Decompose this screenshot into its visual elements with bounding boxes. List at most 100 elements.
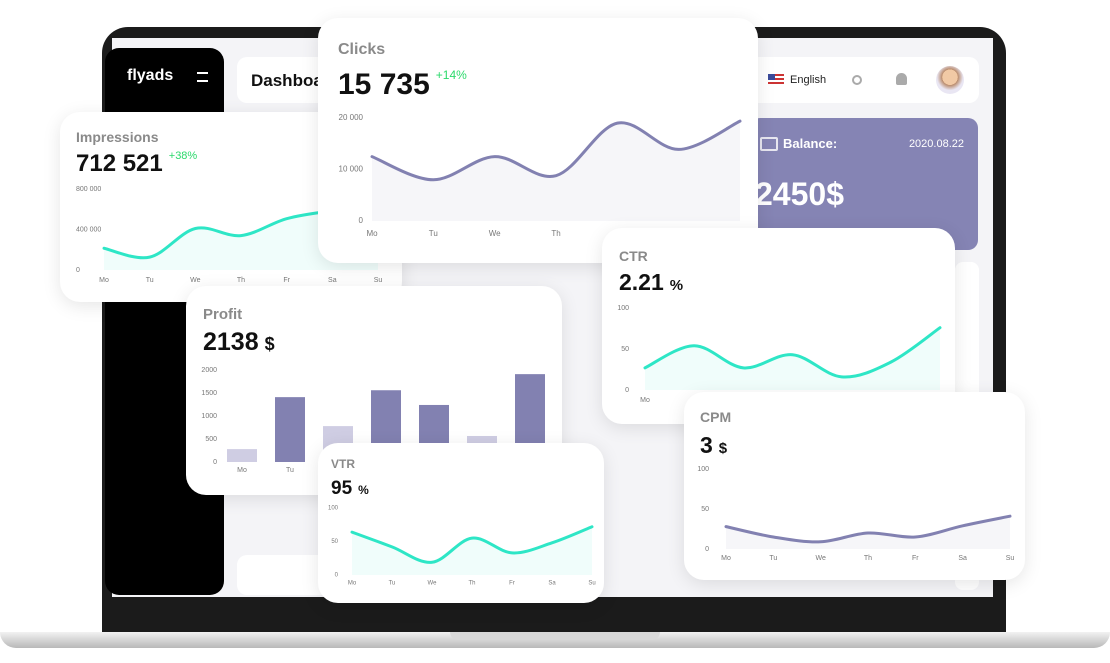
x-tick-label: Mo [721,555,731,562]
x-tick-label: We [815,555,825,562]
area-fill [352,526,592,575]
y-tick-label: 0 [625,387,629,394]
menu-icon[interactable] [197,72,208,82]
line [724,514,1012,544]
balance-icon [760,137,778,151]
y-tick-label: 50 [701,506,709,513]
y-tick-label: 0 [76,267,80,274]
metric-change: +38% [168,150,198,162]
card-title: Impressions [76,129,159,145]
x-tick-label: Sa [958,555,967,562]
x-tick-label: We [489,229,501,238]
metric-unit: % [669,277,684,294]
y-tick-label: 50 [331,539,338,545]
value-row: 15 735 +14% [338,68,467,102]
value-row: 712 521 +38% [76,150,197,178]
value-row: 3 $ [700,432,727,459]
metric-value: 3 [700,432,713,458]
mini-chart: 0 50 100 Mo Tu We Th Fr Sa Su [697,466,1015,562]
card-title: CPM [700,409,732,425]
y-tick-label: 500 [205,436,217,443]
x-tick-label: Fr [509,581,515,587]
metric-value: 712 521 [76,150,163,177]
laptop-notch [450,632,660,640]
logo: flyads [127,67,174,84]
x-tick-label: Th [237,277,245,284]
card-title: Clicks [338,41,386,58]
metric-card: Clicks 15 735 +14% 0 10 000 20 000 Mo Tu We Th [318,18,758,263]
x-tick-label: Mo [640,397,650,404]
bell-icon[interactable] [896,73,907,85]
y-tick-label: 20 000 [339,113,364,122]
metric-value: 95 [331,478,353,499]
x-tick-label: Mo [237,467,247,474]
x-tick-label: Su [374,277,383,284]
y-tick-label: 10 000 [339,165,364,174]
balance-date: 2020.08.22 [908,138,964,150]
y-tick-label: 100 [617,305,629,312]
x-tick-label: Tu [769,555,777,562]
x-tick-label: Fr [912,555,919,562]
y-tick-label: 0 [335,573,339,579]
metric-card: CPM 3 $0 50 100 Mo Tu We Th Fr Sa Su [684,392,1025,580]
x-tick-label: Mo [348,581,357,587]
value-row: 95% [331,478,369,500]
y-tick-label: 100 [697,466,709,473]
card-title: CTR [619,248,648,264]
mini-chart: 0 10 000 20 000 Mo Tu We Th [339,113,742,238]
x-tick-label: Sa [548,581,556,587]
x-tick-label: Th [468,581,475,587]
x-tick-label: Tu [286,467,294,474]
mini-chart: 0 50 100 Mo [617,305,942,404]
metric-card: CTR 2.21% 0 50 100 Mo [602,228,955,424]
avatar[interactable] [936,66,964,94]
y-tick-label: 0 [705,546,709,553]
metric-value: 2138 [203,328,259,356]
card-title: VTR [331,457,355,471]
x-tick-label: Mo [99,277,109,284]
metric-value: 2.21 [619,269,664,295]
line [370,119,742,182]
x-tick-label: Fr [283,277,290,284]
flag-icon[interactable] [768,74,784,85]
metric-unit: % [358,483,369,497]
x-tick-label: Su [588,581,595,587]
language[interactable]: English [790,74,827,86]
x-tick-label: Tu [429,229,438,238]
mini-chart: 0 50 100 Mo Tu We Th Fr Sa Su [328,506,596,587]
x-tick-label: Tu [146,277,154,284]
x-tick-label: We [190,277,200,284]
x-tick-label: Th [864,555,872,562]
y-tick-label: 1000 [201,413,217,420]
x-tick-label: Sa [328,277,337,284]
page-title: Dashboard [251,71,340,90]
y-tick-label: 50 [621,346,629,353]
balance-amount: 2450$ [755,176,844,212]
y-tick-label: 400 000 [76,226,101,233]
bar [275,397,305,462]
x-tick-label: We [428,581,438,587]
value-row: 2.21% [619,269,683,296]
x-tick-label: Mo [366,229,378,238]
line [643,326,942,379]
x-tick-label: Th [551,229,560,238]
metric-card: VTR 95% 0 50 100 Mo Tu We Th Fr Sa Su [318,443,604,603]
area-fill [104,206,378,270]
y-tick-label: 0 [213,459,217,466]
line [350,525,594,564]
balance-label: Balance: [783,136,838,151]
metric-change: +14% [435,68,467,82]
card-title: Profit [203,306,243,323]
value-row: 2138 $ [203,328,275,357]
metric-unit: $ [718,440,728,457]
x-tick-label: Tu [389,581,396,587]
x-tick-label: Su [1006,555,1015,562]
y-tick-label: 0 [359,216,364,225]
metric-unit: $ [264,334,275,354]
laptop-base [0,632,1110,648]
theme-icon[interactable] [852,75,862,85]
y-tick-label: 100 [328,506,339,512]
area-fill [372,121,740,221]
metric-value: 15 735 [338,68,430,101]
